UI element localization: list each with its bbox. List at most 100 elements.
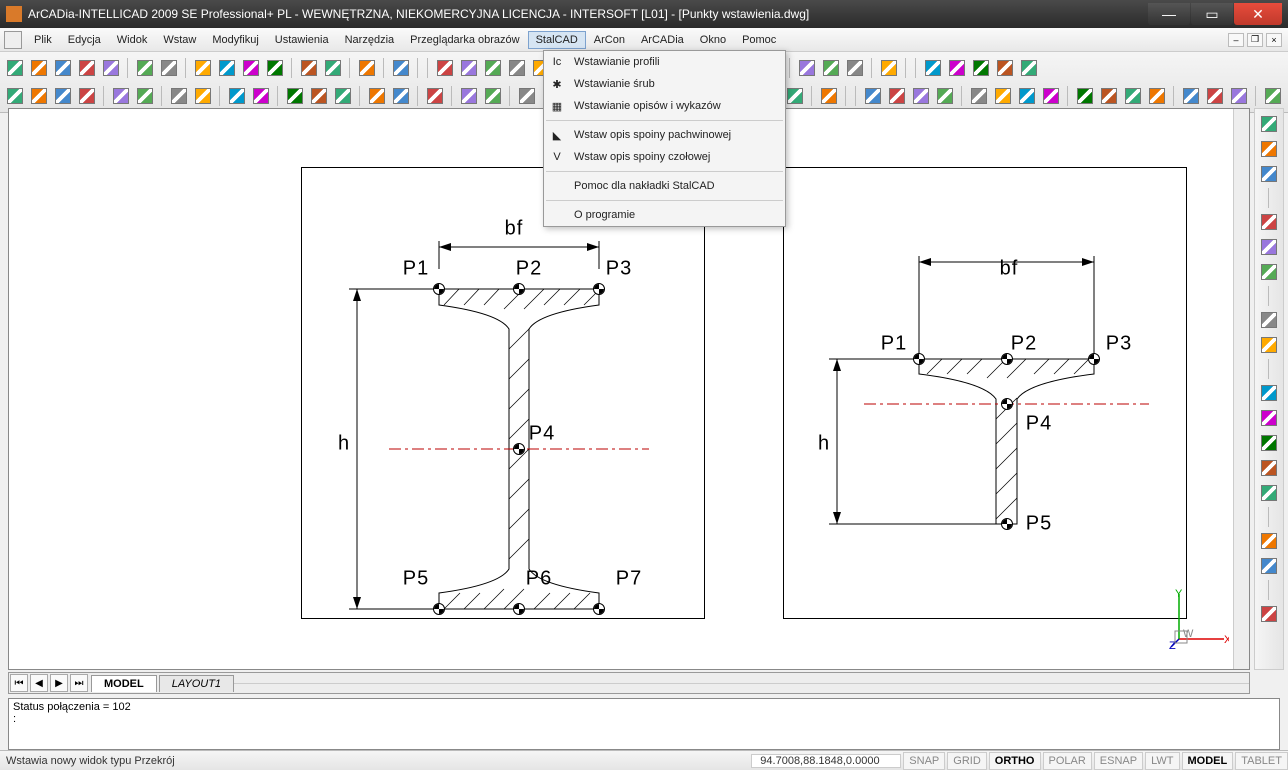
tb2r-r3[interactable] bbox=[862, 85, 884, 107]
tab-model[interactable]: MODEL bbox=[91, 675, 157, 692]
menu-item-wstawianie-rub[interactable]: ✱Wstawianie śrub bbox=[544, 73, 785, 95]
menu-wstaw[interactable]: Wstaw bbox=[155, 31, 204, 49]
menu-przeglądarka-obrazów[interactable]: Przeglądarka obrazów bbox=[402, 31, 527, 49]
tb1-cut[interactable] bbox=[192, 57, 214, 79]
menu-ustawienia[interactable]: Ustawienia bbox=[267, 31, 337, 49]
tb2r-r16[interactable] bbox=[1204, 85, 1226, 107]
status-toggle-tablet[interactable]: TABLET bbox=[1235, 752, 1288, 770]
minimize-button[interactable]: — bbox=[1148, 3, 1190, 25]
tb2-a17[interactable] bbox=[458, 85, 480, 107]
rbar-rb5[interactable] bbox=[1258, 236, 1280, 258]
scrollbar-vertical[interactable] bbox=[1233, 109, 1249, 669]
tb2r-r4[interactable] bbox=[886, 85, 908, 107]
tb2-a12[interactable] bbox=[308, 85, 330, 107]
status-toggle-lwt[interactable]: LWT bbox=[1145, 752, 1179, 770]
rbar-rb3[interactable] bbox=[1258, 163, 1280, 185]
tb2-a16[interactable] bbox=[424, 85, 446, 107]
menu-edycja[interactable]: Edycja bbox=[60, 31, 109, 49]
rbar-rb12[interactable] bbox=[1258, 457, 1280, 479]
menu-widok[interactable]: Widok bbox=[109, 31, 156, 49]
menu-narzędzia[interactable]: Narzędzia bbox=[337, 31, 403, 49]
menu-arcon[interactable]: ArCon bbox=[586, 31, 633, 49]
status-toggle-model[interactable]: MODEL bbox=[1182, 752, 1234, 770]
tb2r-r18[interactable] bbox=[1262, 85, 1284, 107]
tb1-col3[interactable] bbox=[482, 57, 504, 79]
mdi-minimize[interactable]: – bbox=[1228, 33, 1244, 47]
tab-prev[interactable]: ◀ bbox=[30, 674, 48, 692]
status-toggle-polar[interactable]: POLAR bbox=[1043, 752, 1092, 770]
tb1-s1[interactable] bbox=[922, 57, 944, 79]
menu-modyfikuj[interactable]: Modyfikuj bbox=[204, 31, 266, 49]
mdi-restore[interactable]: ❐ bbox=[1247, 33, 1263, 47]
tab-first[interactable]: ⏮ bbox=[10, 674, 28, 692]
mdi-close[interactable]: × bbox=[1266, 33, 1282, 47]
tb2r-r7[interactable] bbox=[968, 85, 990, 107]
rbar-rb13[interactable] bbox=[1258, 482, 1280, 504]
tb1-new[interactable] bbox=[4, 57, 26, 79]
tb2r-r14[interactable] bbox=[1146, 85, 1168, 107]
tb2r-r9[interactable] bbox=[1016, 85, 1038, 107]
rbar-rb9[interactable] bbox=[1258, 382, 1280, 404]
tb2-a9[interactable] bbox=[226, 85, 248, 107]
status-toggle-esnap[interactable]: ESNAP bbox=[1094, 752, 1143, 770]
close-button[interactable]: ✕ bbox=[1234, 3, 1282, 25]
tb2-a5[interactable] bbox=[110, 85, 132, 107]
tb1-t9[interactable] bbox=[820, 57, 842, 79]
rbar-rb10[interactable] bbox=[1258, 407, 1280, 429]
tb2-a10[interactable] bbox=[250, 85, 272, 107]
tb2-a1[interactable] bbox=[4, 85, 26, 107]
tb1-saveall[interactable] bbox=[76, 57, 98, 79]
tb1-delete[interactable] bbox=[356, 57, 378, 79]
tb1-help[interactable] bbox=[390, 57, 412, 79]
menu-item-wstaw-opis-spoiny-pachwinowej[interactable]: ◣Wstaw opis spoiny pachwinowej bbox=[544, 124, 785, 146]
tb2-a11[interactable] bbox=[284, 85, 306, 107]
menu-item-pomoc-dla-nak-adki-stalcad[interactable]: Pomoc dla nakładki StalCAD bbox=[544, 175, 785, 197]
status-toggle-ortho[interactable]: ORTHO bbox=[989, 752, 1041, 770]
tb1-col4[interactable] bbox=[506, 57, 528, 79]
tb2r-r1[interactable] bbox=[784, 85, 806, 107]
tb1-paste[interactable] bbox=[240, 57, 262, 79]
menu-item-wstaw-opis-spoiny-czo-owej[interactable]: VWstaw opis spoiny czołowej bbox=[544, 146, 785, 168]
tb2-a4[interactable] bbox=[76, 85, 98, 107]
rbar-rb1[interactable] bbox=[1258, 113, 1280, 135]
tb2-a19[interactable] bbox=[516, 85, 538, 107]
menu-plik[interactable]: Plik bbox=[26, 31, 60, 49]
tb2r-r17[interactable] bbox=[1228, 85, 1250, 107]
tb2r-r12[interactable] bbox=[1098, 85, 1120, 107]
tb2r-r8[interactable] bbox=[992, 85, 1014, 107]
tb1-t8[interactable] bbox=[796, 57, 818, 79]
tb2r-r2[interactable] bbox=[818, 85, 840, 107]
tab-next[interactable]: ▶ bbox=[50, 674, 68, 692]
status-toggle-snap[interactable]: SNAP bbox=[903, 752, 945, 770]
rbar-rb4[interactable] bbox=[1258, 211, 1280, 233]
tb2-a3[interactable] bbox=[52, 85, 74, 107]
rbar-rb7[interactable] bbox=[1258, 309, 1280, 331]
tb2r-r13[interactable] bbox=[1122, 85, 1144, 107]
tb2-a6[interactable] bbox=[134, 85, 156, 107]
rbar-rb14[interactable] bbox=[1258, 530, 1280, 552]
rbar-rb2[interactable] bbox=[1258, 138, 1280, 160]
tb2-a15[interactable] bbox=[390, 85, 412, 107]
tb1-copy[interactable] bbox=[216, 57, 238, 79]
menu-item-o-programie[interactable]: O programie bbox=[544, 204, 785, 226]
tb2-a14[interactable] bbox=[366, 85, 388, 107]
tb1-print[interactable] bbox=[134, 57, 156, 79]
menu-pomoc[interactable]: Pomoc bbox=[734, 31, 784, 49]
tb2r-r11[interactable] bbox=[1074, 85, 1096, 107]
maximize-button[interactable]: ▭ bbox=[1191, 3, 1233, 25]
rbar-rb11[interactable] bbox=[1258, 432, 1280, 454]
status-toggle-grid[interactable]: GRID bbox=[947, 752, 987, 770]
menu-item-wstawianie-opis-w-i-wykaz-w[interactable]: ▦Wstawianie opisów i wykazów bbox=[544, 95, 785, 117]
menu-item-wstawianie-profili[interactable]: IcWstawianie profili bbox=[544, 51, 785, 73]
tb1-s4[interactable] bbox=[994, 57, 1016, 79]
tb1-t10[interactable] bbox=[844, 57, 866, 79]
tb1-undo[interactable] bbox=[298, 57, 320, 79]
tb2-a13[interactable] bbox=[332, 85, 354, 107]
tb1-s3[interactable] bbox=[970, 57, 992, 79]
tb1-s2[interactable] bbox=[946, 57, 968, 79]
tb2-a7[interactable] bbox=[168, 85, 190, 107]
tb2r-r6[interactable] bbox=[934, 85, 956, 107]
tb1-col1[interactable] bbox=[434, 57, 456, 79]
tb1-open[interactable] bbox=[28, 57, 50, 79]
rbar-rb16[interactable] bbox=[1258, 603, 1280, 625]
